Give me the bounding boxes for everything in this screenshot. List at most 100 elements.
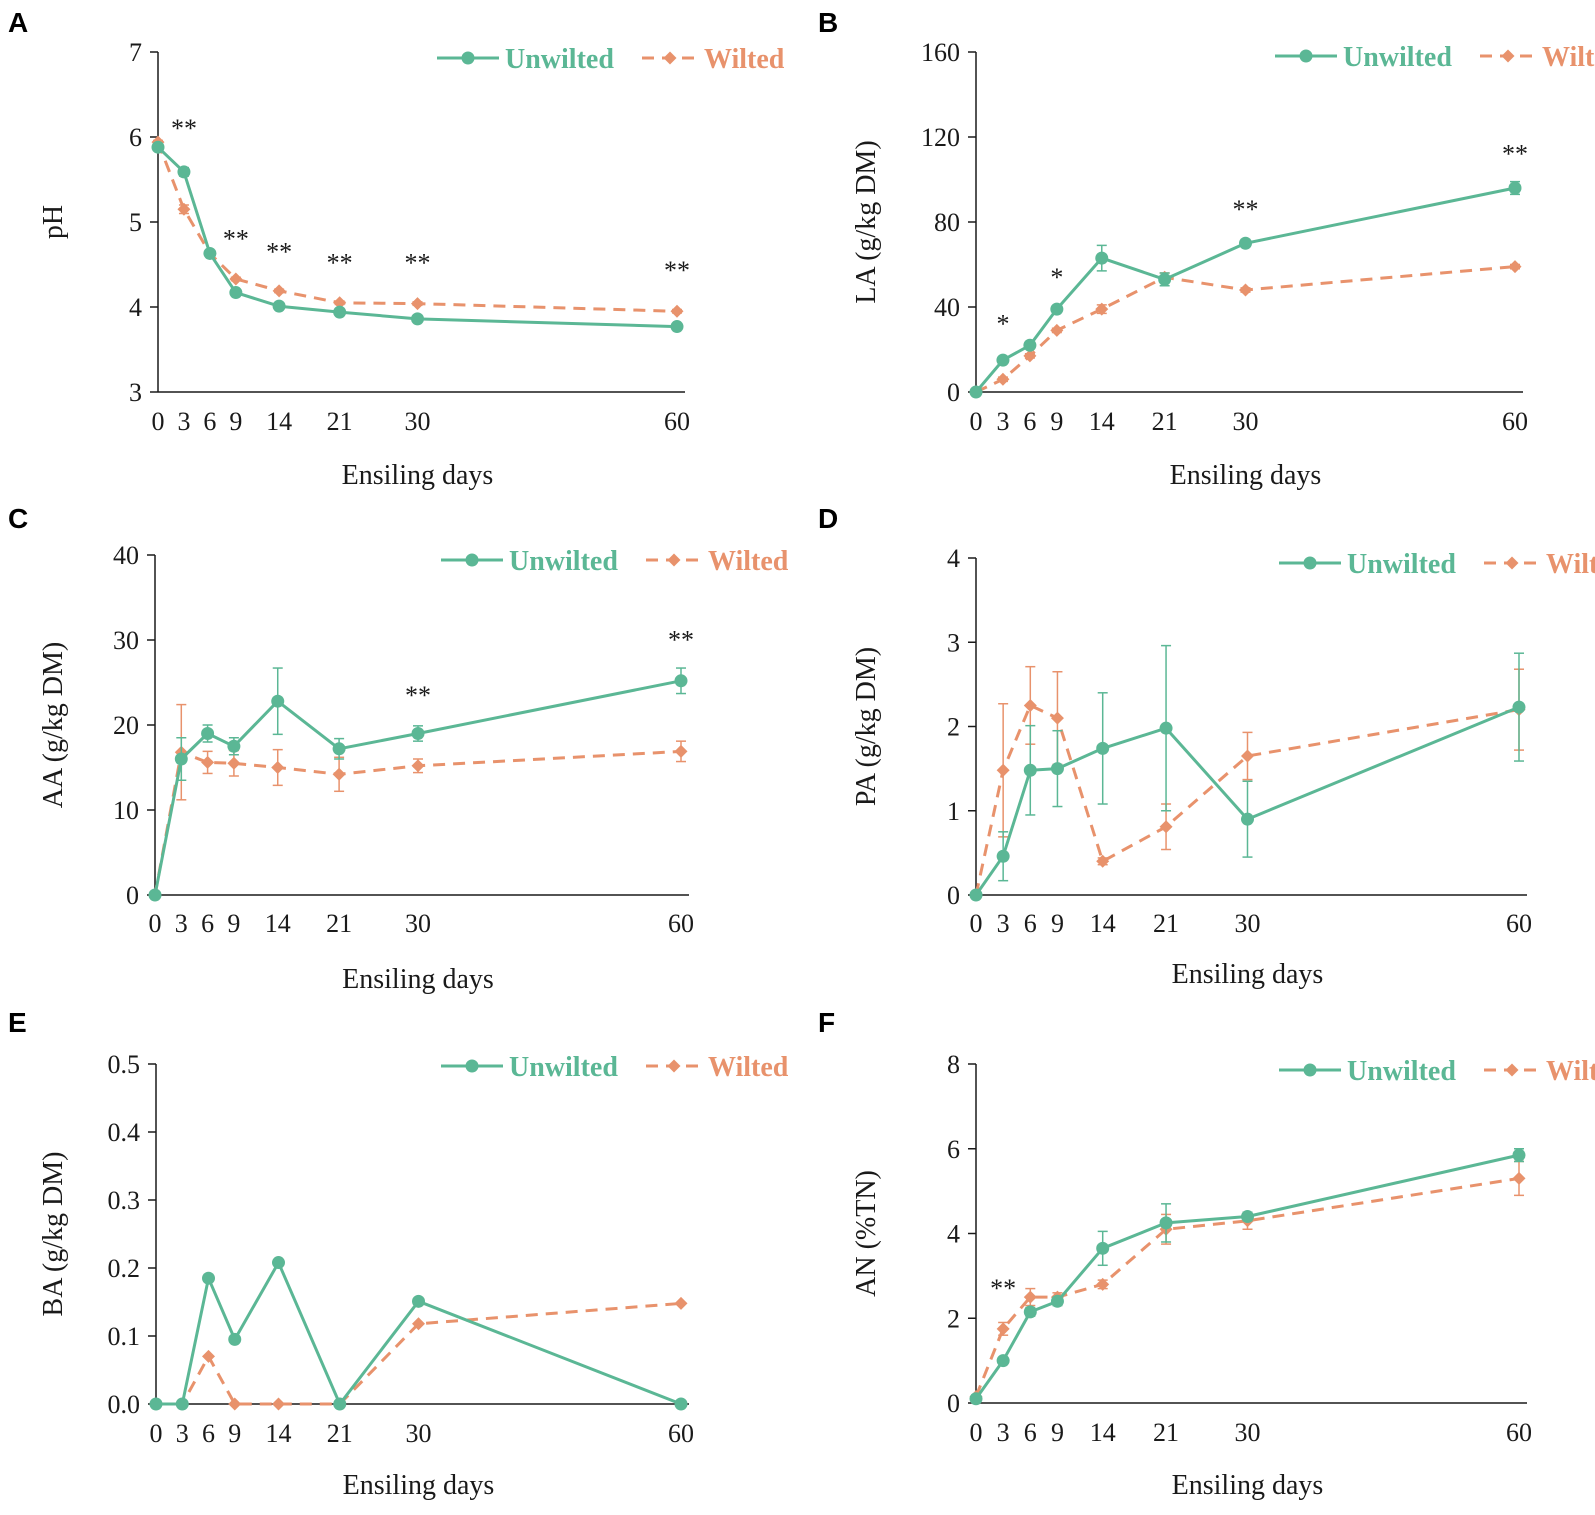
y-tick-label: 120 [921,123,960,152]
y-tick-label: 0.1 [108,1322,141,1351]
x-tick-label: 0 [970,407,983,436]
data-point-unwilted [332,742,346,756]
y-tick-label: 1 [947,797,960,826]
y-tick-label: 0 [947,881,960,910]
data-point-wilted [1023,349,1037,363]
x-axis-title: Ensiling days [1170,460,1322,491]
legend-marker-unwilted [1299,49,1313,63]
y-tick-label: 8 [947,1050,960,1079]
x-tick-label: 30 [1235,1418,1261,1447]
legend-label-wilted: Wilted [704,44,785,75]
data-point-wilted [1512,1171,1526,1185]
significance-mark: ** [266,237,292,266]
x-axis-title: Ensiling days [343,1470,495,1501]
y-tick-label: 10 [113,796,139,825]
x-tick-label: 3 [175,909,188,938]
x-tick-label: 9 [1051,1418,1064,1447]
series-line-wilted [974,703,1520,896]
data-point-wilted [1096,854,1110,868]
x-tick-label: 60 [1502,407,1528,436]
x-tick-label: 14 [1090,1418,1116,1447]
y-tick-label: 6 [129,123,142,152]
x-axis-title: Ensiling days [1172,1470,1324,1501]
y-tick-label: 0.4 [108,1118,141,1147]
panel-letter: B [818,7,838,38]
y-tick-label: 3 [129,378,142,407]
series-line-unwilted [974,705,1520,896]
data-point-wilted [411,759,425,773]
data-point-unwilted [1023,1305,1037,1319]
significance-mark: ** [327,248,353,277]
data-point-unwilted [1159,721,1173,735]
legend-label-wilted: Wilted [708,546,789,577]
x-tick-label: 3 [997,1418,1010,1447]
data-point-wilted [201,755,215,769]
chart-panel-e: E 0.0 0.1 0.2 0.3 0.4 0.5 0 3 6 9 14 21 30 60 Ensiling … [8,1007,789,1501]
data-point-unwilted [1158,272,1172,286]
legend-marker-wilted [1505,1063,1519,1077]
x-tick-label: 9 [227,909,240,938]
x-tick-label: 9 [229,407,242,436]
data-point-wilted [332,767,346,781]
y-axis-title: AA (g/kg DM) [38,642,69,808]
x-tick-label: 14 [1090,909,1116,938]
series-line-unwilted [156,146,678,329]
series-line-unwilted [153,679,682,896]
significance-mark: ** [171,114,197,143]
x-axis-title: Ensiling days [342,460,494,491]
data-point-wilted [670,304,684,318]
data-point-wilted [1239,283,1252,297]
legend-label-unwilted: Unwilted [1347,1056,1456,1087]
x-tick-label: 14 [265,909,291,938]
x-tick-label: 60 [664,407,690,436]
y-tick-label: 0 [947,378,960,407]
data-point-unwilted [151,140,165,154]
series-line-wilted [975,265,1516,394]
data-point-unwilted [175,1397,189,1411]
panel-letter: F [818,1007,835,1038]
significance-mark: ** [223,225,249,254]
data-point-wilted [272,284,286,298]
legend-marker-wilted [667,553,681,567]
data-point-unwilted [996,849,1010,863]
data-point-unwilted [1050,1294,1064,1308]
data-point-wilted [1023,1290,1037,1304]
data-point-unwilted [411,727,425,740]
data-point-unwilted [333,1397,347,1411]
data-point-wilted [674,744,688,758]
data-point-wilted [1241,749,1254,763]
x-tick-label: 9 [1051,909,1064,938]
data-point-wilted [333,296,347,310]
legend-label-wilted: Wilted [708,1052,789,1083]
significance-mark: ** [990,1274,1016,1303]
data-point-unwilted [1050,302,1064,316]
x-tick-label: 21 [327,407,353,436]
x-tick-label: 6 [203,407,216,436]
y-axis-title: PA (g/kg DM) [851,647,882,806]
y-axis-title: AN (%TN) [851,1170,882,1297]
x-tick-label: 21 [1153,909,1179,938]
y-tick-label: 3 [947,628,960,657]
data-point-unwilted [1096,1241,1110,1255]
x-tick-label: 0 [150,1419,163,1448]
data-point-unwilted [1159,1216,1173,1230]
data-point-unwilted [148,888,162,902]
x-tick-label: 30 [405,909,431,938]
legend-label-wilted: Wilted [1546,1056,1595,1087]
y-tick-label: 2 [947,713,960,742]
data-point-unwilted [1096,741,1110,755]
y-axis-title: LA (g/kg DM) [851,140,882,303]
significance-mark: ** [405,681,431,710]
data-point-wilted [177,202,191,216]
significance-mark: * [996,310,1009,339]
x-tick-label: 30 [405,407,431,436]
data-point-unwilted [1023,338,1037,352]
x-tick-label: 3 [176,1419,189,1448]
y-tick-label: 80 [934,208,960,237]
data-point-unwilted [1023,763,1037,777]
x-tick-label: 6 [202,1419,215,1448]
data-point-wilted [996,372,1010,386]
